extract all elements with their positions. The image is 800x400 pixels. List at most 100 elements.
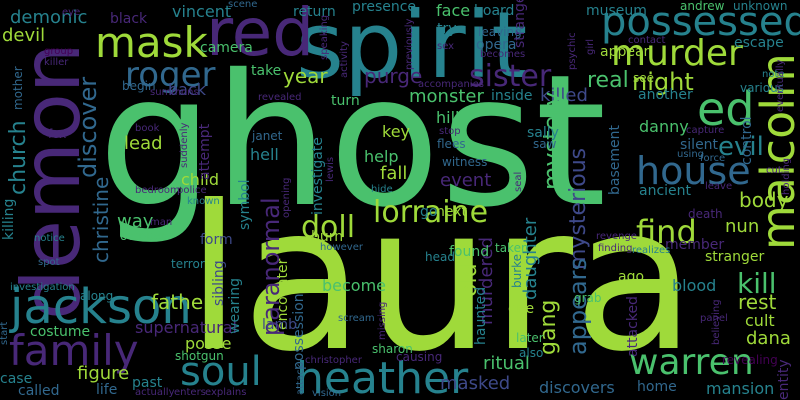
word-dana: dana bbox=[746, 328, 791, 349]
word-enters: enters bbox=[174, 387, 206, 398]
word-taken: taken bbox=[495, 241, 529, 255]
word-start: start bbox=[0, 321, 10, 345]
word-roger: roger bbox=[125, 55, 216, 95]
word-leave: leave bbox=[705, 181, 733, 192]
word-eventually: eventually bbox=[775, 59, 786, 112]
word-discover: discover bbox=[74, 76, 102, 178]
word-father: father bbox=[151, 290, 212, 314]
word-body: body bbox=[739, 188, 789, 212]
word-spirit: spirit bbox=[296, 0, 528, 99]
word-go: go bbox=[420, 204, 438, 220]
word-killing: killing bbox=[1, 198, 17, 240]
word-girl: girl bbox=[585, 38, 596, 55]
word-cult: cult bbox=[745, 311, 775, 330]
word-kill: kill bbox=[737, 267, 777, 300]
word-doll: doll bbox=[301, 210, 356, 245]
word-book: book bbox=[135, 123, 160, 134]
word-one: one bbox=[508, 301, 535, 317]
word-explains: explains bbox=[205, 387, 247, 398]
word-burn: burn bbox=[311, 229, 344, 245]
word-suddenly: suddenly bbox=[179, 122, 190, 168]
word-capture: capture bbox=[686, 125, 725, 136]
word-along: along bbox=[80, 289, 114, 303]
word-found: found bbox=[449, 244, 490, 260]
word-life: life bbox=[96, 382, 118, 398]
word-becomes: becomes bbox=[480, 49, 526, 60]
word-appear: appear bbox=[600, 44, 650, 60]
word-figure: figure bbox=[77, 363, 130, 384]
word-janet: janet bbox=[252, 129, 283, 143]
word-demonic: demonic bbox=[10, 7, 88, 28]
word-attack: attack bbox=[295, 363, 306, 395]
word-haunted: haunted bbox=[473, 286, 489, 345]
word-christine: christine bbox=[89, 176, 113, 263]
word-warren: warren bbox=[629, 342, 754, 383]
word-camera: camera bbox=[200, 40, 253, 56]
word-witness: witness bbox=[442, 155, 488, 169]
word-escape: escape bbox=[734, 35, 784, 51]
word-hill: hill bbox=[436, 108, 460, 127]
word-called: called bbox=[18, 383, 60, 399]
word-causing: causing bbox=[396, 350, 443, 364]
word-find: find bbox=[636, 213, 697, 251]
word-shotgun: shotgun bbox=[175, 349, 224, 363]
word-eye: eye bbox=[62, 7, 81, 18]
word-house: house bbox=[636, 149, 751, 193]
word-sister: sister bbox=[469, 59, 552, 94]
word-home: home bbox=[637, 379, 677, 395]
word-attempt: attempt bbox=[197, 123, 213, 180]
word-mysterious: mysterious bbox=[566, 147, 591, 270]
word-back: back bbox=[168, 80, 207, 99]
word-night: night bbox=[632, 68, 694, 96]
word-presence: presence bbox=[352, 0, 417, 15]
word-symbol: symbol bbox=[237, 179, 253, 230]
word-lewis: lewis bbox=[325, 156, 336, 182]
word-lorraine: lorraine bbox=[373, 195, 489, 230]
word-key: key bbox=[382, 122, 411, 141]
word-fox: fox bbox=[48, 127, 67, 141]
word-note: note bbox=[762, 69, 785, 80]
word-scene: scene bbox=[228, 0, 258, 10]
word-ancient: ancient bbox=[639, 183, 692, 199]
word-october: october bbox=[120, 229, 166, 243]
word-believing: believing bbox=[711, 299, 722, 345]
word-killer: killer bbox=[44, 57, 69, 68]
word-blood: blood bbox=[672, 276, 717, 295]
word-daughter: daughter bbox=[520, 217, 541, 300]
word-revenge: revenge bbox=[596, 231, 637, 242]
word-help: help bbox=[364, 147, 399, 166]
word-purge: purge bbox=[364, 64, 423, 88]
word-monster: monster bbox=[409, 86, 484, 107]
word-fall: fall bbox=[380, 163, 408, 184]
word-stranger: stranger bbox=[705, 249, 765, 265]
word-take: take bbox=[251, 63, 282, 79]
word-death: death bbox=[688, 207, 723, 221]
word-scream: scream bbox=[338, 313, 375, 324]
word-andrew: andrew bbox=[680, 0, 725, 13]
word-control: control bbox=[739, 116, 755, 165]
word-vision: vision bbox=[312, 388, 342, 399]
word-various: various bbox=[740, 81, 784, 95]
word-force: force bbox=[700, 153, 726, 164]
word-head: head bbox=[425, 250, 455, 264]
word-jackson: jackson bbox=[10, 279, 192, 335]
word-board: board bbox=[474, 3, 515, 19]
word-case: case bbox=[0, 371, 33, 387]
word-entity: entity bbox=[776, 359, 792, 400]
word-museum: museum bbox=[586, 3, 647, 19]
word-danny: danny bbox=[639, 117, 689, 136]
word-hide: hide bbox=[371, 184, 393, 195]
word-speaking: speaking bbox=[319, 14, 330, 60]
word-silent: silent bbox=[680, 137, 719, 153]
word-try: try bbox=[437, 21, 457, 37]
word-child: child bbox=[181, 170, 219, 189]
word-masked: masked bbox=[440, 373, 511, 394]
word-soul: soul bbox=[180, 349, 262, 395]
word-holding: holding bbox=[781, 157, 792, 195]
word-terror: terror bbox=[171, 257, 205, 271]
word-black: black bbox=[110, 11, 148, 27]
word-real: real bbox=[587, 68, 629, 93]
word-using: using bbox=[677, 149, 705, 160]
word-accompanies: accompanies bbox=[418, 79, 484, 90]
